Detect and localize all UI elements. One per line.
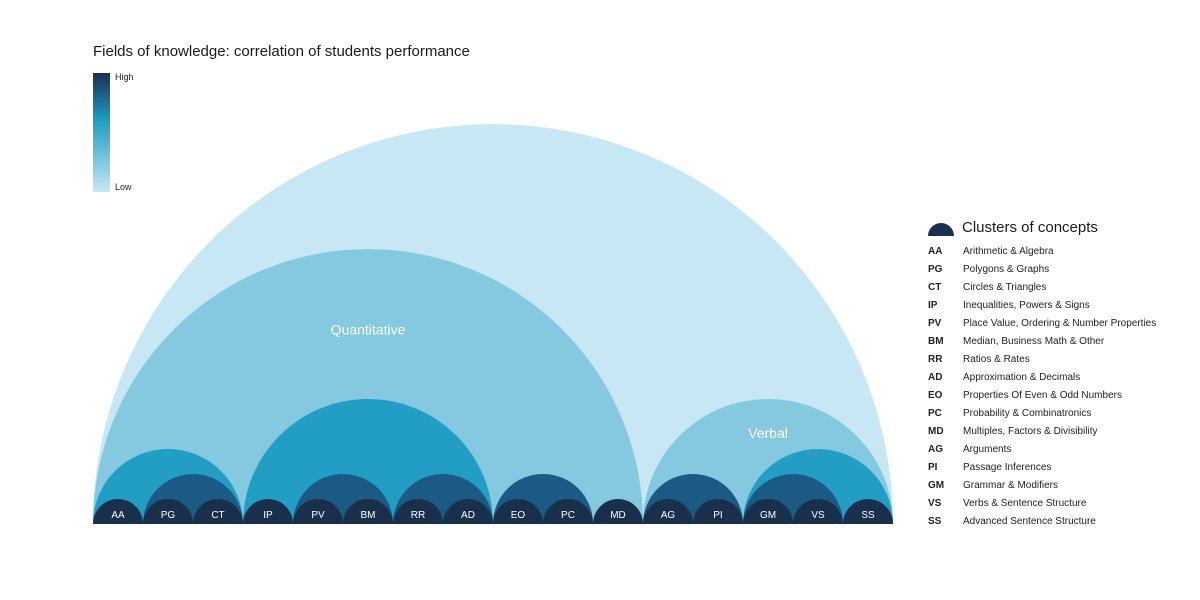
legend-item-name: Inequalities, Powers & Signs [963,299,1090,311]
legend-item-name: Grammar & Modifiers [963,479,1059,491]
leaf-arc [243,499,293,524]
legend-item-name: Probability & Combinatronics [963,407,1092,419]
legend-item-abbr: PI [928,461,938,473]
legend-item-abbr: IP [928,299,938,311]
leaf-label: MD [610,510,626,521]
legend-list: AA Arithmetic & Algebra PG Polygons & Graph… [928,242,1156,530]
legend-item: AG Arguments [928,440,1156,458]
leaf-label: AD [461,510,475,521]
leaf-arc [843,499,893,524]
leaf-label: EO [511,510,526,521]
legend-item-abbr: EO [928,389,943,401]
legend-title: Clusters of concepts [962,218,1098,236]
legend-item-name: Median, Business Math & Other [963,335,1105,347]
leaf-label: PV [311,510,325,521]
legend-item-abbr: PG [928,263,943,275]
leaf-label: SS [861,510,875,521]
leaf-label: BM [361,510,376,521]
legend-item-abbr: PC [928,407,942,419]
leaf-label: VS [811,510,825,521]
legend-item-abbr: GM [928,479,945,491]
legend-item-name: Circles & Triangles [963,281,1047,293]
legend-item: PC Probability & Combinatronics [928,404,1156,422]
color-scale-high-label: High [115,72,134,82]
legend-item: RR Ratios & Rates [928,350,1156,368]
color-scale-low-label: Low [115,182,132,192]
legend-item-name: Arguments [963,443,1012,455]
leaf-label: AG [661,510,676,521]
legend-item: IP Inequalities, Powers & Signs [928,296,1156,314]
leaf-label: PC [561,510,575,521]
semicircle-icon [928,222,954,236]
legend-item-name: Verbs & Sentence Structure [963,497,1087,509]
chart-title: Fields of knowledge: correlation of stud… [93,43,470,60]
leaf-arc [293,499,343,524]
leaf-arc [643,499,693,524]
cluster-label: Quantitative [331,321,406,337]
leaf-arc [593,499,643,524]
legend-item-abbr: AA [928,245,943,257]
legend-item: AD Approximation & Decimals [928,368,1156,386]
leaf-arc [143,499,193,524]
leaf-label: AA [111,510,125,521]
legend-item: VS Verbs & Sentence Structure [928,494,1156,512]
legend-item-name: Advanced Sentence Structure [963,515,1096,527]
legend-item-name: Properties Of Even & Odd Numbers [963,389,1122,401]
legend-item-abbr: BM [928,335,944,347]
leaf-arc [493,499,543,524]
leaf-arc [393,499,443,524]
legend-item-name: Place Value, Ordering & Number Propertie… [963,317,1157,329]
legend-item-name: Approximation & Decimals [963,371,1081,383]
legend-item-abbr: AG [928,443,943,455]
legend-item: GM Grammar & Modifiers [928,476,1156,494]
legend-item-abbr: PV [928,317,942,329]
leaf-label: PI [713,510,722,521]
legend-item-abbr: MD [928,425,944,437]
cluster-arc [93,249,643,525]
leaf-label: IP [263,510,273,521]
leaf-label: PG [161,510,176,521]
legend-item-name: Passage Inferences [963,461,1052,473]
legend-item-abbr: RR [928,353,943,365]
legend-item-abbr: AD [928,371,943,383]
legend-item: EO Properties Of Even & Odd Numbers [928,386,1156,404]
legend-item-abbr: SS [928,515,942,527]
legend: Clusters of concepts AA Arithmetic & Alge… [928,216,1156,530]
color-scale-bar [93,73,110,192]
legend-item-name: Arithmetic & Algebra [963,245,1054,257]
legend-item-name: Multiples, Factors & Divisibility [963,425,1098,437]
legend-item-abbr: VS [928,497,942,509]
leaf-arc [693,499,743,524]
legend-item: CT Circles & Triangles [928,278,1156,296]
leaf-label: RR [411,510,425,521]
leaf-arc [793,499,843,524]
legend-item: PG Polygons & Graphs [928,260,1156,278]
legend-item: PV Place Value, Ordering & Number Propert… [928,314,1156,332]
leaf-label: CT [211,510,224,521]
legend-item: BM Median, Business Math & Other [928,332,1156,350]
legend-item-name: Polygons & Graphs [963,263,1050,275]
legend-item-name: Ratios & Rates [963,353,1030,365]
legend-item: SS Advanced Sentence Structure [928,512,1156,530]
leaf-arc [343,499,393,524]
leaf-arc [443,499,493,524]
cluster-label: Verbal [748,425,788,441]
leaf-arc [743,499,793,524]
leaf-label: GM [760,510,776,521]
legend-item: MD Multiples, Factors & Divisibility [928,422,1156,440]
leaf-arc [93,499,143,524]
leaf-arc [193,499,243,524]
leaf-arc [543,499,593,524]
legend-item: AA Arithmetic & Algebra [928,242,1156,260]
legend-item-abbr: CT [928,281,942,293]
legend-header: Clusters of concepts [928,216,1156,238]
legend-item: PI Passage Inferences [928,458,1156,476]
